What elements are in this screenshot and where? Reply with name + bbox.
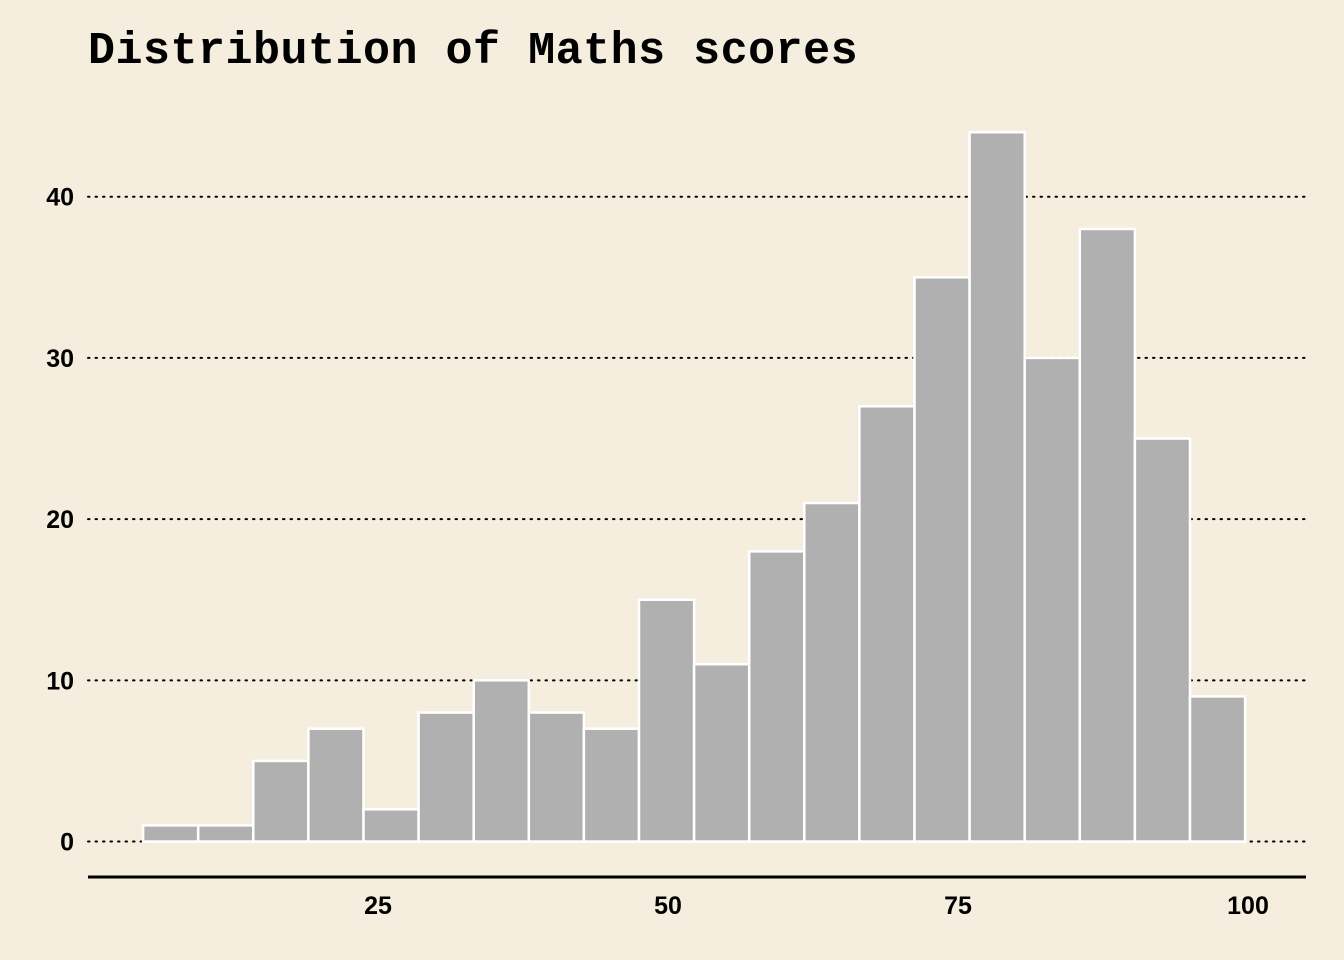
x-tick-label-75: 75 [944, 892, 972, 920]
histogram-bar-14 [858, 405, 916, 843]
histogram-bar-7 [472, 679, 531, 843]
histogram-bars [141, 130, 1247, 843]
histogram-bar-8 [527, 711, 586, 843]
y-tick-label-40: 40 [46, 184, 74, 212]
histogram-bar-20 [1188, 695, 1247, 843]
histogram-bar-19 [1133, 437, 1192, 843]
y-tick-label-30: 30 [46, 345, 74, 373]
histogram-bar-13 [803, 501, 861, 843]
histogram-bar-3 [252, 759, 310, 843]
y-tick-label-10: 10 [46, 667, 74, 695]
histogram-bar-18 [1078, 227, 1137, 843]
histogram-bar-16 [968, 130, 1026, 843]
y-tick-label-0: 0 [60, 829, 74, 857]
x-tick-label-25: 25 [364, 892, 392, 920]
histogram-bar-12 [747, 550, 806, 843]
x-tick-label-100: 100 [1227, 892, 1269, 920]
histogram-bar-11 [692, 662, 751, 843]
x-tick-label-50: 50 [654, 892, 682, 920]
histogram-bar-4 [307, 727, 365, 843]
histogram-bar-6 [417, 711, 475, 843]
histogram-bar-5 [362, 808, 420, 843]
histogram-bar-9 [582, 727, 641, 843]
histogram-bar-10 [637, 598, 696, 843]
histogram-bar-2 [196, 824, 255, 843]
histogram-bar-15 [913, 276, 971, 843]
tick-labels: 25 50 75 100 0 10 20 30 40 [46, 184, 1269, 920]
histogram-bar-1 [141, 824, 200, 843]
chart-title: Distribution of Maths scores [88, 26, 859, 77]
histogram-bar-17 [1023, 356, 1082, 843]
y-tick-label-20: 20 [46, 506, 74, 534]
